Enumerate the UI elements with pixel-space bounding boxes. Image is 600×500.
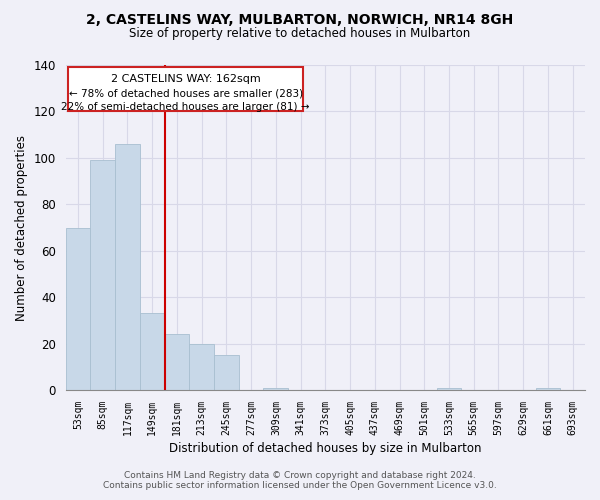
Bar	[214, 356, 239, 390]
Bar	[65, 228, 91, 390]
Text: Contains HM Land Registry data © Crown copyright and database right 2024.
Contai: Contains HM Land Registry data © Crown c…	[103, 470, 497, 490]
Bar	[140, 314, 164, 390]
Text: ← 78% of detached houses are smaller (283): ← 78% of detached houses are smaller (28…	[68, 88, 302, 98]
Text: Size of property relative to detached houses in Mulbarton: Size of property relative to detached ho…	[130, 28, 470, 40]
Bar	[536, 388, 560, 390]
Bar	[437, 388, 461, 390]
Bar	[115, 144, 140, 390]
Bar	[164, 334, 190, 390]
Bar	[263, 388, 288, 390]
Y-axis label: Number of detached properties: Number of detached properties	[15, 134, 28, 320]
Bar	[68, 68, 303, 112]
Text: 2 CASTELINS WAY: 162sqm: 2 CASTELINS WAY: 162sqm	[111, 74, 260, 85]
Bar	[91, 160, 115, 390]
X-axis label: Distribution of detached houses by size in Mulbarton: Distribution of detached houses by size …	[169, 442, 482, 455]
Text: 22% of semi-detached houses are larger (81) →: 22% of semi-detached houses are larger (…	[61, 102, 310, 112]
Text: 2, CASTELINS WAY, MULBARTON, NORWICH, NR14 8GH: 2, CASTELINS WAY, MULBARTON, NORWICH, NR…	[86, 12, 514, 26]
Bar	[190, 344, 214, 390]
